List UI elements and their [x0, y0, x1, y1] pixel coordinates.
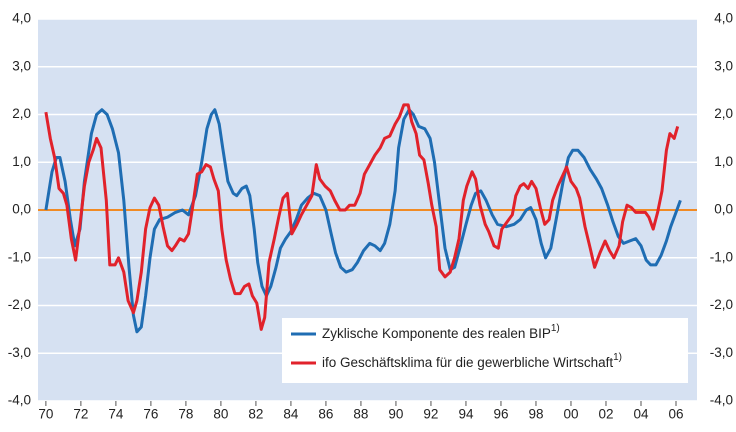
y2-tick-label: 2,0 — [714, 106, 733, 121]
x-tick-label: 98 — [528, 407, 543, 422]
x-tick-label: 78 — [178, 407, 193, 422]
y2-tick-label: 0,0 — [714, 202, 733, 217]
y-tick-label: -3,0 — [8, 345, 31, 360]
legend-footnote: 1) — [613, 352, 622, 363]
x-tick-label: 04 — [633, 407, 649, 422]
legend-name: ifo Geschäftsklima für die gewerbliche W… — [322, 355, 613, 370]
y-tick-label: 3,0 — [12, 58, 31, 73]
legend-label: ifo Geschäftsklima für die gewerbliche W… — [322, 352, 622, 370]
legend: Zyklische Komponente des realen BIP1)ifo… — [282, 318, 688, 383]
legend-footnote: 1) — [551, 323, 560, 334]
x-tick-label: 86 — [318, 407, 333, 422]
x-tick-label: 84 — [283, 407, 299, 422]
x-tick-label: 94 — [458, 407, 474, 422]
x-tick-label: 06 — [668, 407, 683, 422]
y2-tick-label: 3,0 — [714, 58, 733, 73]
y2-tick-label: 4,0 — [714, 11, 733, 26]
x-tick-label: 72 — [73, 407, 88, 422]
legend-label: Zyklische Komponente des realen BIP1) — [322, 323, 560, 341]
y-tick-label: 1,0 — [12, 154, 31, 169]
y-tick-label: 0,0 — [12, 202, 31, 217]
y-tick-label: 4,0 — [12, 11, 31, 26]
series-line — [44, 103, 680, 331]
y2-tick-label: 1,0 — [714, 154, 733, 169]
y-tick-label: -1,0 — [8, 249, 31, 264]
y2-tick-label: -3,0 — [710, 345, 733, 360]
x-tick-label: 00 — [563, 407, 578, 422]
legend-box — [282, 318, 688, 383]
legend-name: Zyklische Komponente des realen BIP — [322, 326, 551, 341]
y-tick-label: -4,0 — [8, 393, 31, 408]
x-tick-label: 92 — [423, 407, 438, 422]
x-tick-label: 02 — [598, 407, 613, 422]
x-tick-label: 76 — [143, 407, 158, 422]
y-tick-label: 2,0 — [12, 106, 31, 121]
x-tick-label: 74 — [108, 407, 124, 422]
y2-tick-label: -4,0 — [710, 393, 733, 408]
x-tick-label: 88 — [353, 407, 368, 422]
x-tick-label: 80 — [213, 407, 228, 422]
y2-tick-label: -1,0 — [710, 249, 733, 264]
x-tick-label: 70 — [38, 407, 53, 422]
x-tick-label: 82 — [248, 407, 263, 422]
series-line — [44, 108, 682, 334]
x-tick-label: 90 — [388, 407, 403, 422]
x-tick-label: 96 — [493, 407, 508, 422]
y2-tick-label: -2,0 — [710, 297, 733, 312]
y-tick-label: -2,0 — [8, 297, 31, 312]
